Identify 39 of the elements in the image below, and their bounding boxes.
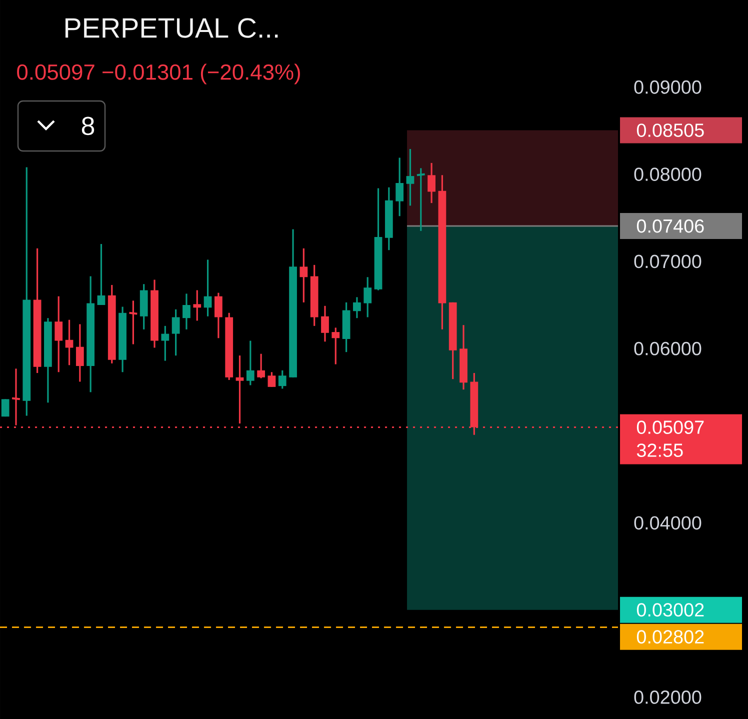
ref-line-label: 0.02802 (636, 630, 704, 644)
candlestick (257, 353, 265, 380)
candlestick (332, 326, 340, 366)
candlestick (353, 296, 361, 319)
candlestick (268, 371, 276, 388)
candlestick (97, 243, 106, 306)
y-tick-label: 0.09000 (634, 80, 702, 94)
candlestick (193, 289, 202, 322)
candlestick (396, 156, 404, 217)
candlestick (172, 308, 180, 356)
ref-line-label: 0.05097 (636, 420, 704, 434)
candlestick (321, 305, 329, 342)
candlestick (214, 292, 222, 339)
annotation: 8 (82, 116, 94, 136)
y-tick-label: 0.08000 (634, 168, 702, 181)
candlestick (364, 276, 372, 318)
text: 32:55 (636, 444, 683, 457)
y-tick-label: 0.07000 (634, 254, 702, 268)
candlestick (65, 319, 74, 366)
text: PERPETUAL C... (65, 18, 278, 38)
candlestick (406, 148, 414, 206)
candlestick (204, 258, 212, 318)
candlestick (1, 398, 10, 418)
candlestick (428, 162, 436, 204)
candlestick (300, 248, 308, 304)
candlestick (236, 354, 244, 424)
candlestick (182, 292, 190, 330)
ref-line-label: 0.07406 (636, 219, 704, 233)
candlestick (278, 370, 286, 390)
candlestick (76, 323, 84, 383)
y-tick-label: 0.06000 (634, 342, 702, 356)
y-tick-label: 0.04000 (634, 516, 702, 530)
candlestick (54, 295, 63, 373)
band-label: 0.03002 (636, 603, 704, 617)
candlestick (161, 325, 170, 362)
candlestick (246, 340, 254, 386)
band-label: 0.08505 (636, 124, 704, 137)
text: 0.05097 −0.01301 (−20.43%) (17, 64, 300, 84)
y-tick-label: 0.02000 (634, 690, 702, 704)
